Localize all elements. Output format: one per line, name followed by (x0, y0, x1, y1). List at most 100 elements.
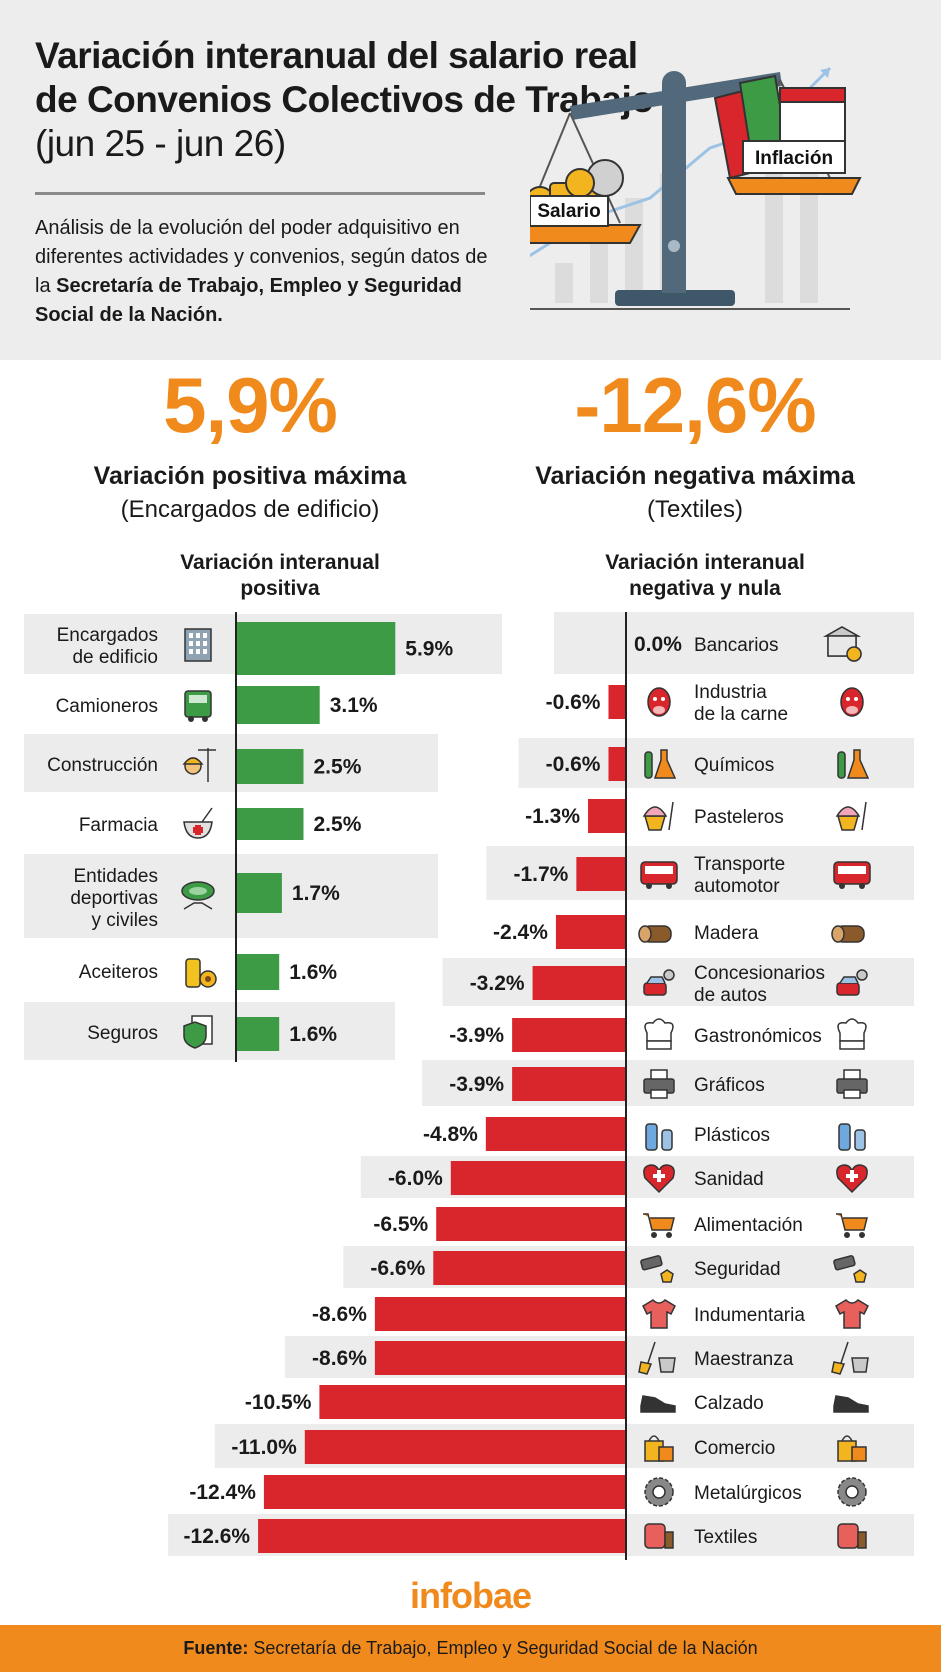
value-label-encargados-de-edificio: 5.9% (405, 638, 453, 661)
bottle-icon (838, 1123, 866, 1151)
category-label-madera-line1: Madera (694, 923, 759, 944)
row-band (360, 1156, 914, 1198)
value-label-concesionarios-de-autos: -3.2% (470, 972, 525, 995)
heart-cross-icon (836, 1164, 868, 1194)
mortar-pestle-icon (183, 807, 213, 839)
negative-chart-title: Variación interanual negativa y nula (555, 550, 855, 602)
source-label: Fuente: (183, 1638, 249, 1658)
bar-calzado (319, 1385, 626, 1419)
title-main: Variación interanual del salario real de… (35, 35, 654, 120)
bar-row-camioneros: 3.1% Camioneros (56, 686, 378, 724)
value-label-bancarios: 0.0% (634, 633, 682, 656)
chef-hat-icon (644, 1018, 674, 1050)
bar-concesionarios-de-autos (532, 966, 626, 1000)
gear-wrench-icon (644, 1477, 674, 1507)
title-divider (35, 192, 485, 195)
tshirt-icon (642, 1299, 676, 1329)
category-label-graficos-line1: Gráficos (694, 1075, 765, 1096)
bar-madera (555, 915, 626, 949)
category-label-seguridad-line1: Seguridad (694, 1259, 781, 1280)
title-period: (jun 25 - jun 26) (35, 123, 286, 164)
category-label-plasticos-line1: Plásticos (694, 1125, 770, 1146)
negative-chart-title-line1: Variación interanual (605, 551, 805, 574)
bank-icon (823, 626, 862, 662)
category-label-sanidad-line1: Sanidad (694, 1169, 764, 1190)
source-note: Fuente: Secretaría de Trabajo, Empleo y … (0, 1625, 941, 1672)
bar-row-bancarios: 0.0% Bancarios (554, 612, 914, 674)
bar-textiles (258, 1519, 626, 1553)
value-label-madera: -2.4% (493, 921, 548, 944)
value-label-metalurgicos: -12.4% (189, 1481, 256, 1504)
bar-row-sanidad: -6.0% Sanidad (360, 1156, 914, 1198)
bar-row-calzado: -10.5% Calzado (245, 1385, 764, 1419)
max-positive-label: Variación positiva máxima (93, 462, 407, 490)
salario-label: Salario (537, 201, 600, 222)
category-label-textiles-line1: Textiles (694, 1527, 757, 1548)
stadium-handshake-icon (181, 881, 215, 910)
bar-row-maestranza: -8.6% Maestranza (284, 1336, 914, 1378)
car-key-icon (643, 969, 675, 996)
footer-bar: Fuente: Secretaría de Trabajo, Empleo y … (0, 1625, 941, 1672)
building-icon (184, 628, 212, 662)
camera-badge-icon (640, 1255, 674, 1283)
bar-seguridad (433, 1251, 626, 1285)
bottle-icon (645, 1123, 673, 1151)
bar-row-indumentaria: -8.6% Indumentaria (312, 1297, 805, 1331)
bar-pasteleros (588, 799, 626, 833)
bar-row-textiles: -12.6% Textiles (168, 1514, 914, 1556)
printer-icon (643, 1069, 675, 1099)
bar-row-seguridad: -6.6% Seguridad (343, 1246, 914, 1288)
value-label-farmacia: 2.5% (314, 813, 362, 836)
bar-seguros (236, 1017, 280, 1051)
bar-quimicos (608, 747, 626, 781)
category-label-transporte-automotor-line1: Transporte (694, 854, 785, 875)
bar-plasticos (485, 1117, 626, 1151)
max-negative-value: -12,6% (574, 361, 816, 449)
bar-row-gastronomicos: -3.9% Gastronómicos (449, 1018, 822, 1052)
negative-chart-title-line2: negativa y nula (629, 577, 781, 600)
bar-row-comercio: -11.0% Comercio (214, 1424, 915, 1468)
category-label-gastronomicos-line1: Gastronómicos (694, 1026, 822, 1047)
cow-icon (840, 687, 864, 717)
value-label-comercio: -11.0% (231, 1436, 297, 1459)
scale-illustration: Salario Inflación (530, 66, 862, 310)
fabric-roll-icon (644, 1523, 674, 1549)
heart-cross-icon (643, 1164, 675, 1194)
category-label-farmacia-line1: Farmacia (79, 815, 159, 836)
cupcake-icon (835, 801, 867, 831)
bar-row-madera: -2.4% Madera (493, 915, 759, 949)
category-label-comercio-line1: Comercio (694, 1438, 775, 1459)
bar-row-metalurgicos: -12.4% Metalúrgicos (189, 1475, 802, 1509)
bar-row-plasticos: -4.8% Plásticos (423, 1117, 770, 1151)
max-positive-value: 5,9% (163, 361, 338, 449)
inflacion-plate (726, 177, 862, 195)
bar-row-aceiteros: 1.6% Aceiteros (79, 954, 337, 990)
truck-icon (184, 690, 212, 722)
category-label-encargados-de-edificio-line2: de edificio (72, 647, 158, 668)
bar-graficos (512, 1067, 626, 1101)
max-negative-label: Variación negativa máxima (535, 462, 855, 490)
cart-icon (836, 1213, 868, 1238)
gear-wrench-icon (837, 1477, 867, 1507)
infobae-logo: infobae (409, 1575, 532, 1616)
shield-document-icon (183, 1015, 213, 1049)
value-label-construccion: 2.5% (314, 756, 362, 779)
flask-icon (644, 749, 677, 779)
max-negative-sector: (Textiles) (646, 496, 743, 523)
value-label-maestranza: -8.6% (312, 1347, 367, 1370)
value-label-quimicos: -0.6% (546, 753, 601, 776)
bar-transporte-automotor (576, 857, 626, 891)
bus-icon (833, 861, 871, 889)
bar-row-alimentacion: -6.5% Alimentación (373, 1207, 803, 1241)
bar-sanidad (450, 1161, 626, 1195)
shopping-bag-icon (837, 1435, 867, 1462)
value-label-indumentaria: -8.6% (312, 1303, 367, 1326)
car-key-icon (836, 969, 868, 996)
category-label-entidades-deportivas-y-civiles-line2: deportivas (70, 888, 158, 909)
bar-maestranza (374, 1341, 626, 1375)
